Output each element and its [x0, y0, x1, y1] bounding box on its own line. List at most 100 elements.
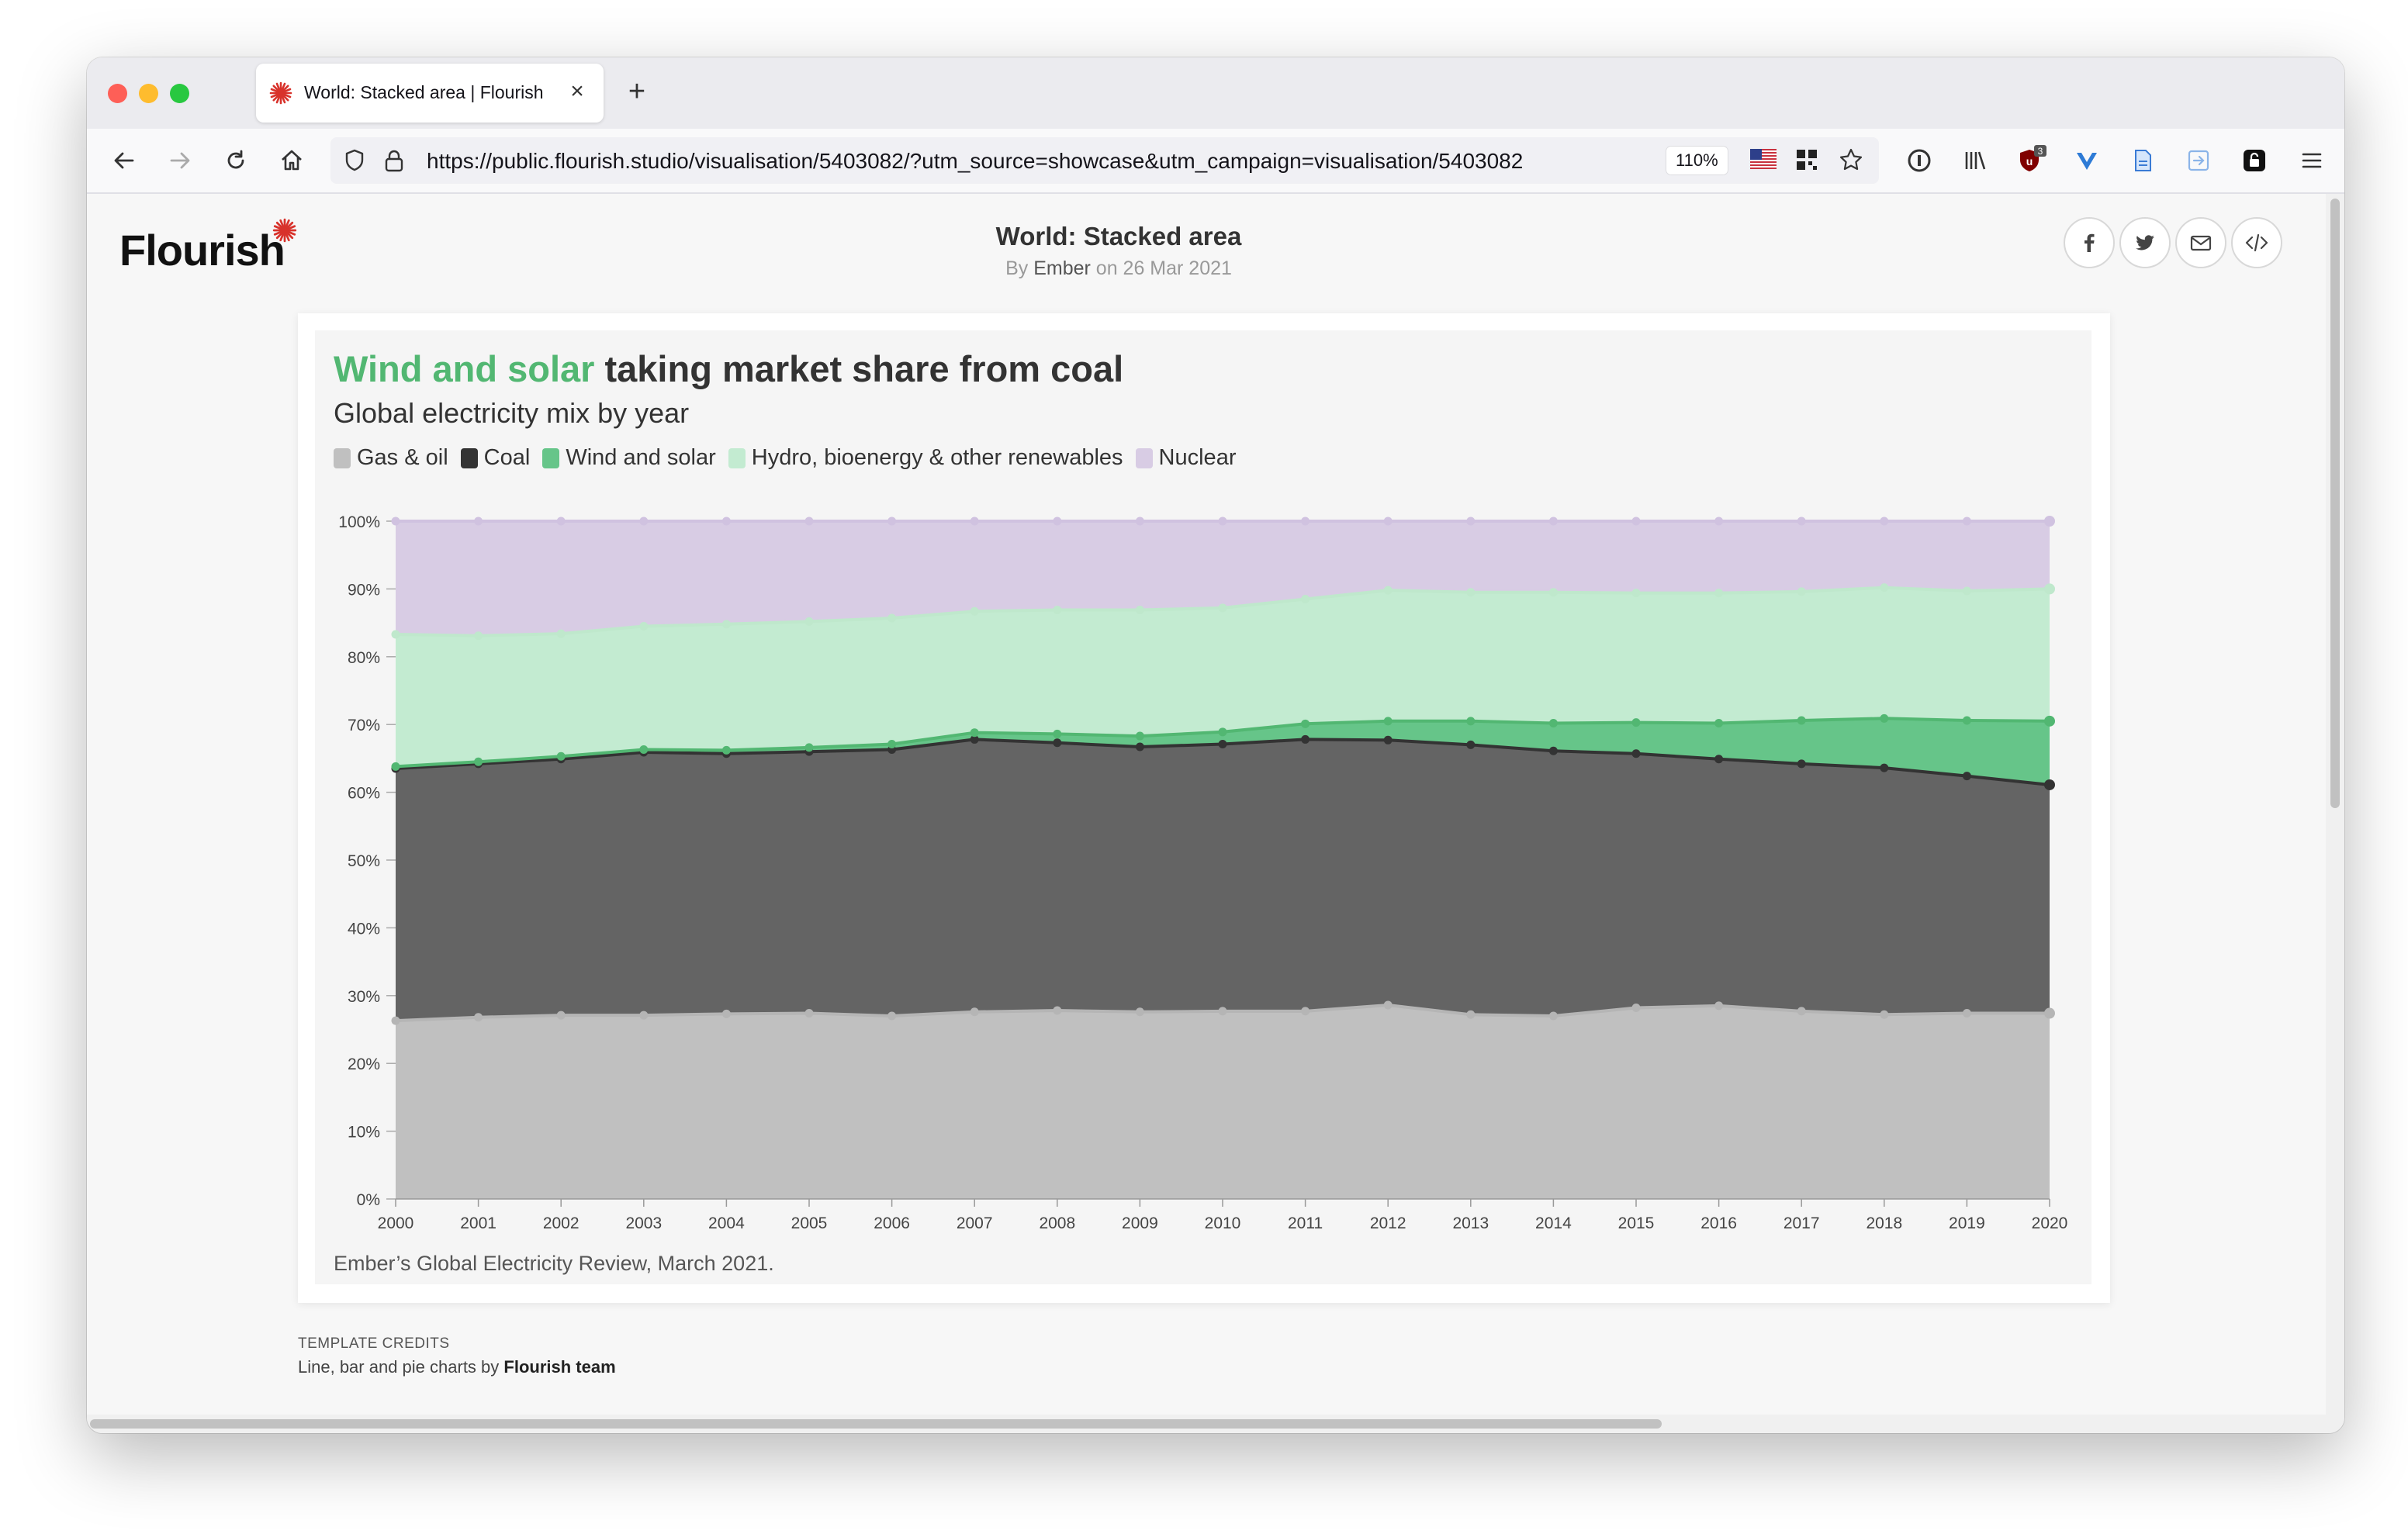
password-manager-icon[interactable]: [1902, 143, 1936, 178]
point-gas-oil: [391, 1016, 400, 1025]
back-icon[interactable]: [107, 143, 141, 178]
credits-team-link[interactable]: Flourish team: [503, 1357, 616, 1377]
page-title: World: Stacked area: [995, 222, 1242, 250]
point-hydro-bioenergy-other-renewables: [1797, 587, 1806, 596]
horizontal-scrollbar[interactable]: [87, 1415, 2344, 1433]
facebook-share-button[interactable]: [2064, 217, 2115, 268]
legend-item-hydro-bioenergy-other-renewables[interactable]: Hydro, bioenergy & other renewables: [728, 445, 1123, 471]
area-gas-oil: [396, 1005, 2050, 1199]
point-coal: [1383, 735, 1393, 745]
point-gas-oil: [804, 1009, 814, 1018]
twitter-icon: [2136, 235, 2154, 250]
legend-item-coal[interactable]: Coal: [460, 445, 530, 471]
point-coal: [2044, 779, 2055, 790]
zoom-level-badge[interactable]: 110%: [1666, 147, 1728, 174]
x-tick-label: 2008: [1039, 1214, 1075, 1232]
byline-prefix: By: [1005, 257, 1034, 279]
chart-legend[interactable]: Gas & oil Coal Wind and solar Hydro, bioene…: [334, 445, 1248, 471]
lock-icon[interactable]: [383, 148, 405, 173]
us-flag-icon[interactable]: [1750, 149, 1777, 169]
point-coal: [1714, 755, 1724, 764]
point-wind-and-solar: [804, 743, 814, 752]
y-tick-label: 50%: [348, 852, 380, 870]
x-tick-label: 2007: [957, 1214, 993, 1232]
flourish-logo[interactable]: Flourish: [119, 226, 285, 275]
x-tick-label: 2002: [543, 1214, 580, 1232]
point-nuclear: [2044, 516, 2055, 527]
svg-text:u: u: [2026, 155, 2033, 168]
y-tick-label: 40%: [348, 920, 380, 938]
byline: By Ember on 26 Mar 2021: [87, 257, 2150, 280]
point-coal: [1631, 749, 1641, 758]
home-icon[interactable]: [275, 143, 309, 178]
point-wind-and-solar: [391, 762, 400, 771]
author-link[interactable]: Ember: [1033, 257, 1091, 279]
stacked-area-chart[interactable]: 0% 10% 20% 30% 40% 50% 60% 70% 80% 90% 100% 2000 200…: [315, 330, 2091, 1246]
point-hydro-bioenergy-other-renewables: [887, 613, 897, 623]
point-wind-and-solar: [1880, 713, 1889, 723]
point-gas-oil: [1053, 1006, 1062, 1015]
vpn-extension-icon[interactable]: [2070, 143, 2104, 178]
legend-item-wind-and-solar[interactable]: Wind and solar: [542, 445, 716, 471]
point-coal: [1135, 742, 1144, 751]
legend-item-nuclear[interactable]: Nuclear: [1135, 445, 1237, 471]
document-extension-icon[interactable]: [2126, 143, 2160, 178]
point-gas-oil: [474, 1013, 483, 1022]
y-tick-label: 100%: [338, 513, 380, 531]
point-gas-oil: [639, 1011, 649, 1020]
horizontal-scroll-thumb[interactable]: [90, 1419, 1662, 1429]
tab-close-icon[interactable]: ×: [570, 78, 584, 104]
point-nuclear: [887, 517, 897, 526]
point-hydro-bioenergy-other-renewables: [970, 606, 979, 616]
tab-title: World: Stacked area | Flourish: [304, 82, 544, 102]
point-gas-oil: [1880, 1010, 1889, 1019]
point-hydro-bioenergy-other-renewables: [1880, 583, 1889, 593]
point-nuclear: [1797, 517, 1806, 526]
x-tick-label: 2020: [2032, 1214, 2068, 1232]
shield-icon[interactable]: [343, 148, 366, 173]
url-text[interactable]: https://public.flourish.studio/visualisa…: [427, 149, 1524, 173]
maximize-window-button[interactable]: [170, 84, 189, 103]
bookmark-star-icon[interactable]: [1839, 147, 1863, 172]
point-gas-oil: [1548, 1011, 1558, 1021]
tab-active[interactable]: World: Stacked area | Flourish ×: [256, 64, 604, 123]
point-nuclear: [1053, 517, 1062, 526]
privacy-lock-extension-icon[interactable]: [2237, 143, 2271, 178]
point-nuclear: [1466, 517, 1476, 526]
qr-code-icon[interactable]: [1795, 148, 1818, 171]
flourish-star-icon: [272, 218, 297, 243]
code-icon: [2245, 233, 2268, 252]
twitter-share-button[interactable]: [2119, 217, 2171, 268]
point-nuclear: [1631, 517, 1641, 526]
point-hydro-bioenergy-other-renewables: [1466, 588, 1476, 597]
x-tick-label: 2001: [460, 1214, 496, 1232]
facebook-icon: [2085, 233, 2095, 252]
legend-label: Nuclear: [1158, 445, 1237, 470]
library-icon[interactable]: [1958, 143, 1992, 178]
close-window-button[interactable]: [108, 84, 127, 103]
legend-item-gas-oil[interactable]: Gas & oil: [334, 445, 448, 471]
send-to-device-icon[interactable]: [2181, 143, 2216, 178]
email-share-button[interactable]: [2175, 217, 2226, 268]
point-coal: [1548, 746, 1558, 755]
menu-icon[interactable]: [2295, 143, 2329, 178]
y-tick-label: 30%: [348, 988, 380, 1006]
area-wind-and-solar: [396, 718, 2050, 785]
x-tick-label: 2019: [1949, 1214, 1985, 1232]
url-bar[interactable]: https://public.flourish.studio/visualisa…: [330, 137, 1879, 184]
minimize-window-button[interactable]: [139, 84, 158, 103]
embed-code-button[interactable]: [2231, 217, 2282, 268]
vertical-scroll-thumb[interactable]: [2330, 199, 2340, 808]
vertical-scrollbar[interactable]: [2326, 194, 2344, 1415]
new-tab-button[interactable]: +: [628, 75, 646, 108]
y-tick-label: 20%: [348, 1055, 380, 1073]
x-tick-label: 2012: [1370, 1214, 1406, 1232]
point-nuclear: [1218, 517, 1227, 526]
point-hydro-bioenergy-other-renewables: [804, 617, 814, 626]
chart-card: Wind and solar taking market share from …: [298, 313, 2110, 1303]
page-content: Flourish World: Stacked area By Ember on…: [87, 194, 2326, 1415]
reload-icon[interactable]: [219, 143, 253, 178]
y-tick-label: 90%: [348, 581, 380, 599]
forward-icon[interactable]: [163, 143, 197, 178]
